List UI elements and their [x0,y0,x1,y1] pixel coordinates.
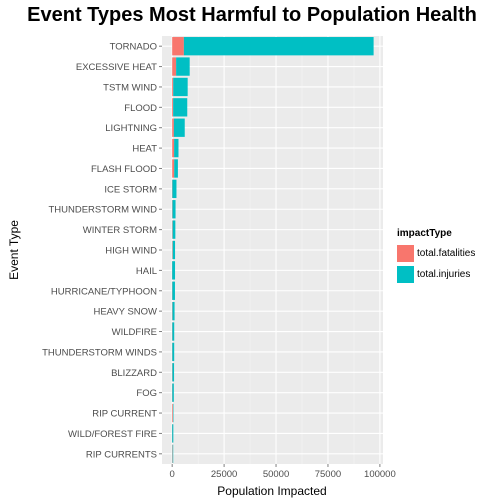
legend-item-injuries: total.injuries [397,264,475,284]
legend-label-fatalities: total.fatalities [417,247,476,259]
x-axis-ticks: 0 25000 50000 75000 100000 [170,464,396,480]
x-tick-label: 0 [170,469,175,480]
y-tick-label: TORNADO [110,42,157,53]
bars [172,37,374,463]
x-tick-label: 50000 [263,469,289,480]
bar-injuries [172,342,175,362]
bar-fatalities [172,444,173,463]
bar-injuries [173,118,185,137]
y-axis-label: Event Type [7,220,21,280]
bar-injuries [172,200,176,219]
y-tick-label: WINTER STORM [83,225,157,236]
x-tick-label: 75000 [315,469,341,480]
bar-fatalities [172,77,174,97]
bar-injuries [172,403,174,423]
y-tick-label: TSTM WIND [103,82,157,93]
bar-injuries [172,424,174,443]
bar-fatalities [172,301,173,321]
bar-injuries [172,383,174,402]
bar-fatalities [172,403,173,423]
y-tick-label: LIGHTNING [105,123,157,134]
y-tick-label: HEAVY SNOW [93,307,157,318]
bar-injuries [172,240,176,260]
y-tick-label: HIGH WIND [105,246,157,257]
bar-injuries [172,444,174,463]
bar-injuries [172,261,176,280]
bar-fatalities [172,220,173,239]
bar-injuries [172,179,177,199]
x-tick-label: 25000 [211,469,237,480]
y-tick-label: HAIL [136,266,157,277]
x-tick-label: 100000 [364,469,396,480]
legend-title: impactType [397,228,452,239]
bar-injuries [183,37,374,56]
bar-fatalities [172,118,174,137]
y-tick-label: HEAT [132,144,157,155]
bar-injuries [172,322,175,341]
legend: impactType total.fatalities total.injuri… [397,228,475,285]
y-tick-label: THUNDERSTORM WINDS [42,347,157,358]
bar-injuries [174,159,178,178]
y-tick-label: EXCESSIVE HEAT [76,62,157,73]
y-tick-label: WILDFIRE [112,327,157,338]
y-axis-ticks: TORNADO EXCESSIVE HEAT TSTM WIND FLOOD LIGHT… [42,42,162,460]
bar-fatalities [172,57,177,76]
legend-swatch-injuries [397,265,414,283]
bar-fatalities [172,37,184,56]
bar-injuries [173,77,188,97]
bar-injuries [173,98,188,117]
chart-title: Event Types Most Harmful to Population H… [27,4,477,26]
y-tick-label: HURRICANE/TYPHOON [51,286,157,297]
legend-item-fatalities: total.fatalities [397,243,475,263]
legend-label-injuries: total.injuries [417,268,471,280]
y-tick-label: FLASH FLOOD [91,164,157,175]
bar-injuries [172,281,175,300]
bar-injuries [172,363,175,382]
legend-swatch-fatalities [397,244,414,262]
bar-fatalities [172,240,173,260]
y-tick-label: FOG [136,388,157,399]
y-tick-label: RIP CURRENTS [86,449,157,460]
x-axis-label: Population Impacted [217,484,326,498]
bar-injuries [174,138,179,158]
bar-fatalities [172,138,175,158]
y-tick-label: BLIZZARD [111,368,157,379]
bar-injuries [172,301,175,321]
y-tick-label: FLOOD [124,103,157,114]
bar-fatalities [172,200,173,219]
y-tick-label: WILD/FOREST FIRE [68,429,157,440]
bar-injuries [176,57,190,76]
bar-injuries [172,220,176,239]
bar-fatalities [172,159,175,178]
y-tick-label: ICE STORM [104,184,157,195]
y-tick-label: THUNDERSTORM WIND [48,205,157,216]
bar-fatalities [172,98,174,117]
y-tick-label: RIP CURRENT [92,409,157,420]
